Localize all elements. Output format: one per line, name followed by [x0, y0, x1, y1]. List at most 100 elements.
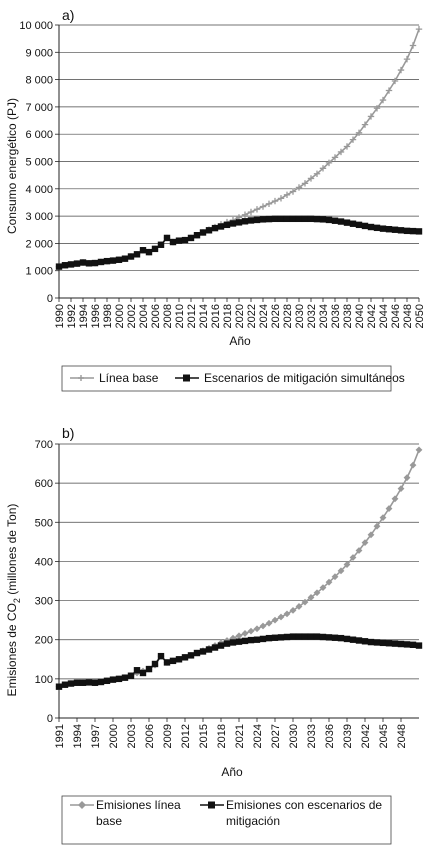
data-point — [265, 619, 273, 627]
data-point — [241, 211, 249, 218]
data-point — [73, 679, 81, 686]
legend-label-box-emisiones-linea-base: Emisiones línea base — [96, 798, 181, 828]
data-point — [295, 633, 303, 640]
data-point — [217, 223, 225, 230]
data-point — [97, 678, 105, 686]
chart-b-y-label-tail: (millones de Ton) — [5, 504, 19, 599]
data-point — [391, 77, 399, 85]
x-tick-label: 2002 — [126, 304, 138, 328]
data-point — [265, 634, 273, 642]
data-point — [121, 255, 129, 262]
y-tick-label: 1 000 — [25, 266, 53, 278]
x-tick-label: 2006 — [144, 724, 156, 748]
data-point — [283, 633, 291, 641]
y-tick-label: 10 000 — [19, 20, 53, 32]
panel-b-label: b) — [62, 425, 74, 441]
data-point — [343, 561, 351, 568]
x-tick-label: 2034 — [318, 304, 330, 328]
data-point — [181, 236, 189, 244]
data-point — [253, 206, 261, 213]
data-point — [103, 677, 111, 685]
data-point — [259, 635, 267, 643]
data-point — [187, 652, 195, 659]
data-point — [145, 248, 153, 256]
x-tick-label: 2040 — [354, 304, 366, 328]
data-point — [139, 247, 147, 254]
data-point — [319, 216, 327, 223]
x-tick-label: 2004 — [138, 304, 150, 328]
y-tick-label: 700 — [35, 439, 53, 451]
data-point — [403, 227, 411, 235]
data-point — [199, 229, 207, 236]
data-point — [109, 676, 117, 683]
data-point — [409, 227, 417, 235]
chart-a-gridlines — [58, 24, 419, 299]
data-point — [277, 195, 285, 202]
data-point — [355, 547, 363, 554]
data-point — [151, 245, 159, 253]
x-tick-label: 2048 — [402, 304, 414, 328]
data-point — [367, 531, 375, 539]
data-point — [301, 598, 309, 606]
data-point — [355, 129, 363, 137]
data-point — [133, 251, 141, 258]
data-point — [253, 216, 261, 224]
data-point — [331, 217, 339, 224]
data-point — [265, 200, 273, 208]
data-point — [343, 635, 351, 643]
y-tick-label: 200 — [35, 635, 53, 647]
x-tick-label: 1996 — [90, 304, 102, 328]
data-point — [103, 257, 111, 265]
x-tick-label: 2046 — [390, 304, 402, 328]
data-point — [385, 87, 393, 94]
data-point — [133, 667, 141, 674]
panel-a-label: a) — [62, 7, 74, 23]
y-tick-label: 600 — [35, 478, 53, 490]
chart-a-series — [55, 25, 423, 270]
data-point — [409, 461, 417, 469]
data-point — [409, 641, 417, 649]
series-line-0 — [58, 449, 420, 688]
x-tick-label: 1991 — [54, 724, 66, 748]
data-point — [373, 522, 381, 530]
x-tick-label: 2030 — [294, 304, 306, 328]
chart-a: a) 0 1 000 2 000 3 000 4 000 5 000 6 000 7 000 8… — [5, 7, 426, 392]
data-point — [373, 639, 381, 646]
x-tick-label: 2050 — [414, 304, 426, 328]
chart-a-x-axis-label: Año — [229, 334, 251, 348]
x-tick-label: 2032 — [306, 304, 318, 328]
data-point — [127, 253, 135, 260]
data-point — [331, 634, 339, 641]
data-point — [289, 188, 297, 195]
data-point — [61, 681, 69, 688]
x-tick-label: 2024 — [252, 724, 264, 748]
data-point — [277, 634, 285, 641]
chart-b-x-ticks: 1991 1994 1997 2000 2003 2006 2009 2012 2015 2018… — [54, 718, 408, 748]
data-point — [391, 495, 399, 503]
data-point — [343, 219, 351, 226]
legend-marker-plus — [78, 375, 84, 381]
data-point — [367, 223, 375, 231]
legend-entry-emisiones-mitigacion: Emisiones con escenarios de mitigación — [200, 798, 383, 828]
data-point — [139, 669, 147, 677]
data-point — [175, 237, 183, 244]
x-tick-label: 2042 — [366, 304, 378, 328]
x-tick-label: 2024 — [258, 304, 270, 328]
data-point — [379, 639, 387, 647]
data-point — [379, 96, 387, 104]
data-point — [205, 227, 213, 234]
data-point — [355, 637, 363, 644]
legend-label-emisiones-mitigacion: Emisiones con escenarios de mitigación — [226, 798, 383, 828]
x-tick-label: 2027 — [270, 724, 282, 748]
x-tick-label: 2026 — [270, 304, 282, 328]
data-point — [271, 616, 279, 624]
x-tick-label: 1998 — [102, 304, 114, 328]
x-tick-label: 2012 — [186, 304, 198, 328]
data-point — [79, 259, 87, 266]
data-point — [301, 215, 309, 223]
data-point — [67, 261, 75, 268]
y-tick-label: 9 000 — [25, 47, 53, 59]
x-tick-label: 2008 — [162, 304, 174, 328]
y-tick-label: 6 000 — [25, 129, 53, 141]
